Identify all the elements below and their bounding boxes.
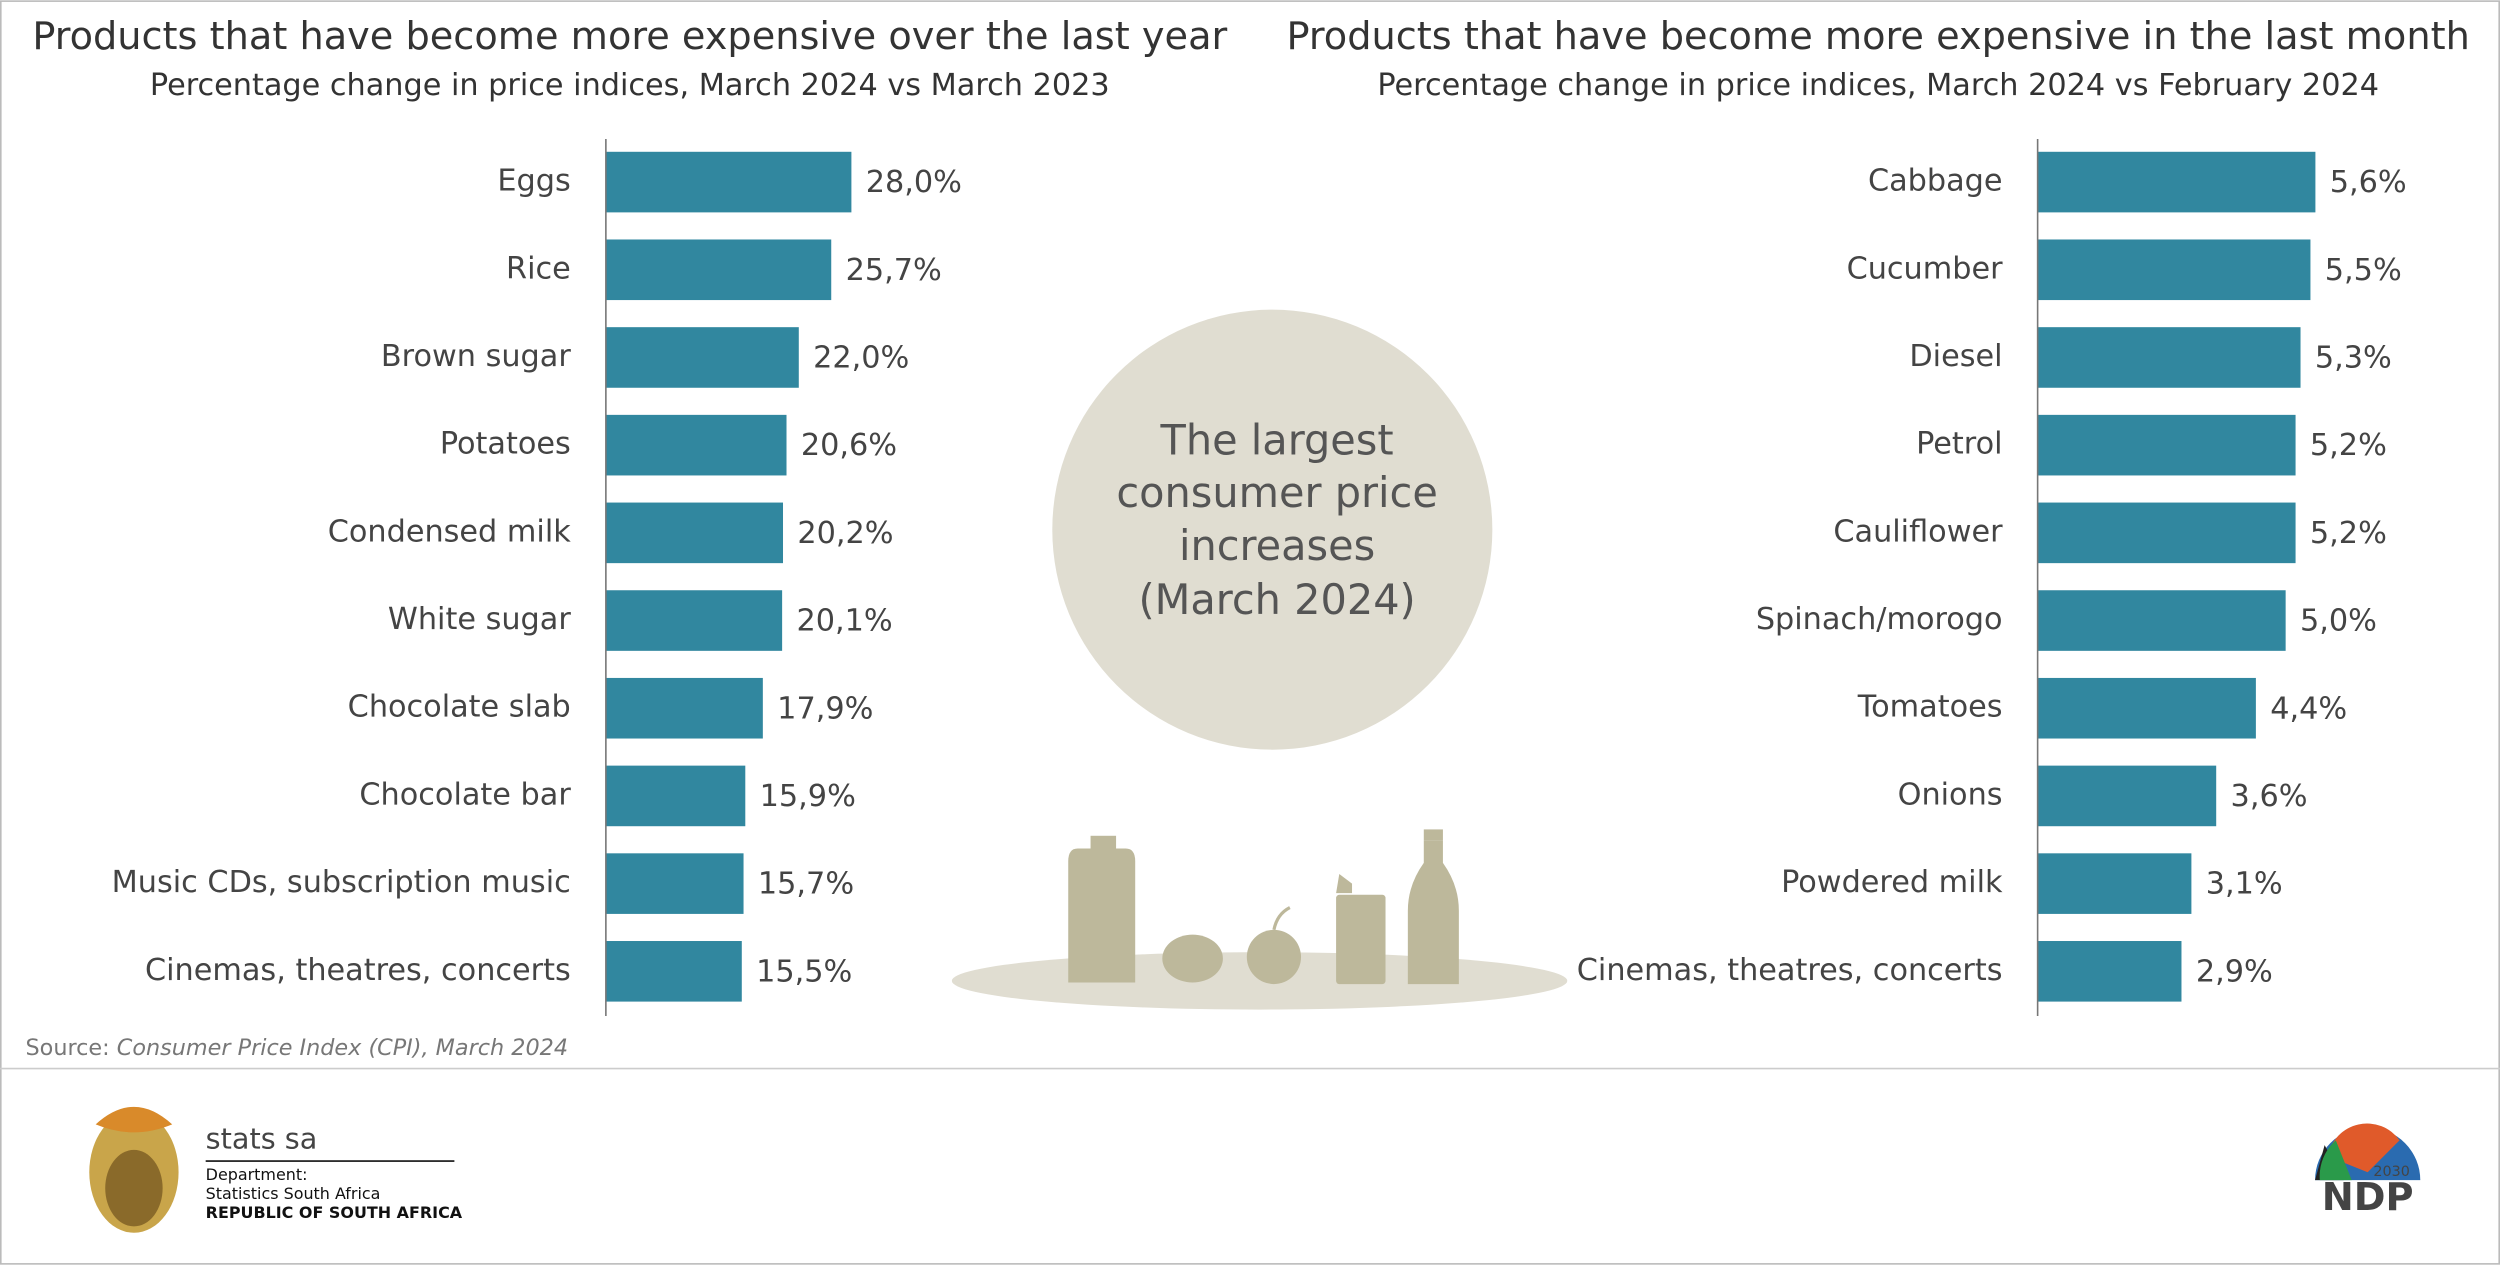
value-label: 5,6%	[2330, 165, 2407, 200]
category-label: White sugar	[388, 602, 571, 637]
value-label: 28,0%	[866, 165, 962, 200]
bar	[2037, 941, 2182, 1002]
source-text: Consumer Price Index (CPI), March 2024	[117, 1034, 568, 1060]
bar	[605, 151, 852, 213]
value-label: 5,0%	[2300, 604, 2377, 639]
bar	[2037, 590, 2286, 651]
category-label: Cinemas, theatres, concerts	[1577, 953, 2003, 988]
value-label: 15,7%	[758, 867, 854, 902]
category-label: Eggs	[497, 164, 570, 199]
bar	[2037, 853, 2192, 914]
bar	[2037, 239, 2311, 301]
value-label: 20,1%	[796, 604, 892, 639]
category-label: Cucumber	[1847, 251, 2004, 286]
category-label: Tomatoes	[1857, 690, 2003, 725]
value-label: 22,0%	[813, 341, 909, 376]
note-line: increases	[1179, 522, 1375, 570]
value-label: 3,1%	[2206, 867, 2283, 902]
bar	[605, 239, 832, 301]
coat-of-arms	[89, 1106, 179, 1233]
category-label: Spinach/morogo	[1756, 602, 2003, 637]
bar	[605, 502, 784, 564]
value-label: 15,5%	[756, 954, 852, 989]
value-label: 5,5%	[2325, 253, 2402, 288]
value-label: 3,6%	[2231, 779, 2308, 814]
country: REPUBLIC OF SOUTH AFRICA	[206, 1203, 463, 1222]
category-label: Onions	[1898, 777, 2003, 812]
value-label: 5,2%	[2310, 516, 2387, 551]
value-label: 5,2%	[2310, 428, 2387, 463]
note-line: The largest	[1160, 417, 1394, 465]
bar	[605, 765, 746, 827]
category-label: Powdered milk	[1781, 865, 2003, 900]
value-label: 4,4%	[2270, 691, 2347, 726]
chart-subtitle: Percentage change in price indices, Marc…	[150, 68, 1110, 103]
ndp-text: NDP	[2322, 1175, 2414, 1220]
category-label: Cabbage	[1868, 164, 2003, 199]
ndp-logo	[2315, 1123, 2421, 1181]
chart-title: Products that have become more expensive…	[32, 14, 1227, 59]
bar	[605, 590, 783, 651]
source: Source: Consumer Price Index (CPI), Marc…	[26, 1034, 569, 1060]
category-label: Petrol	[1916, 427, 2002, 462]
category-label: Diesel	[1909, 339, 2002, 374]
category-label: Cauliflower	[1833, 514, 2003, 549]
note-line: consumer price	[1116, 469, 1437, 517]
category-label: Rice	[506, 251, 571, 286]
category-label: Cinemas, theatres, concerts	[145, 953, 571, 988]
category-label: Brown sugar	[381, 339, 571, 374]
groceries-icon	[951, 829, 1568, 1010]
bar	[2037, 677, 2256, 739]
brand: stats sa	[206, 1121, 318, 1155]
bar	[2037, 327, 2301, 388]
bar	[2037, 151, 2316, 213]
value-label: 2,9%	[2196, 954, 2273, 989]
value-label: 25,7%	[846, 253, 942, 288]
value-label: 17,9%	[777, 691, 873, 726]
note-line: (March 2024)	[1138, 576, 1415, 624]
source-label: Source:	[26, 1034, 110, 1060]
category-label: Potatoes	[440, 427, 571, 462]
ndp-year: 2030	[2373, 1164, 2409, 1180]
category-label: Condensed milk	[328, 514, 571, 549]
bar	[605, 853, 744, 914]
bar	[2037, 502, 2296, 564]
bar	[605, 677, 763, 739]
department: Department:	[206, 1165, 308, 1184]
category-label: Music CDs, subscription music	[112, 865, 571, 900]
category-label: Chocolate slab	[348, 690, 571, 725]
chart-title: Products that have become more expensive…	[1287, 14, 2470, 59]
bar	[605, 414, 787, 476]
bar	[605, 327, 799, 388]
bar	[605, 941, 742, 1002]
value-label: 20,6%	[801, 428, 897, 463]
note-circle	[1052, 309, 1493, 750]
value-label: 20,2%	[797, 516, 893, 551]
department-name: Statistics South Africa	[206, 1184, 381, 1203]
category-label: Chocolate bar	[359, 777, 571, 812]
bar	[2037, 765, 2217, 827]
value-label: 5,3%	[2315, 341, 2392, 376]
bar	[2037, 414, 2296, 476]
value-label: 15,9%	[760, 779, 856, 814]
chart-subtitle: Percentage change in price indices, Marc…	[1377, 68, 2379, 103]
